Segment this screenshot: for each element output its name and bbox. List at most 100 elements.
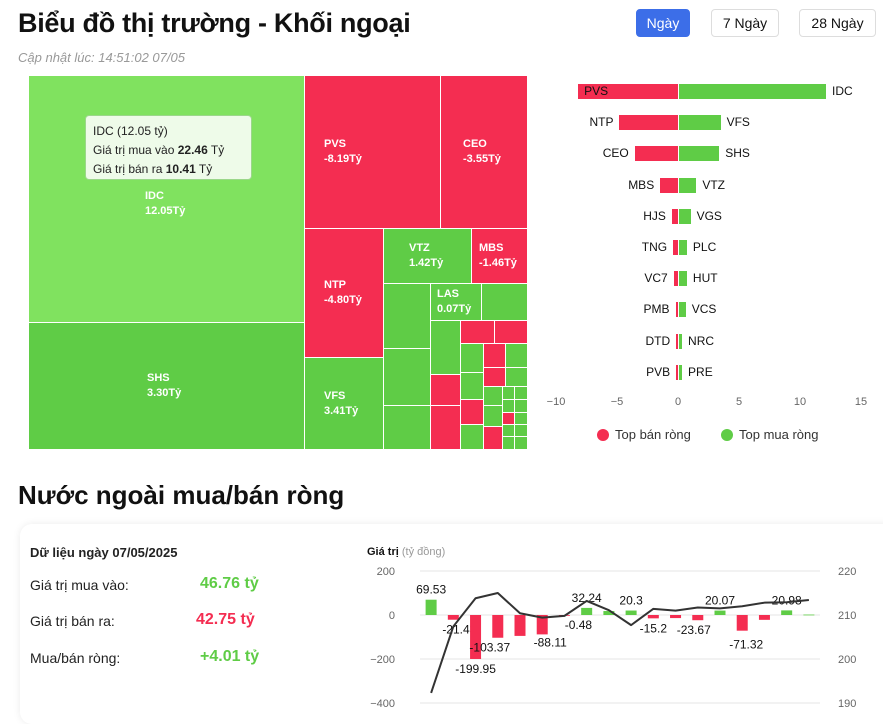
net-bar[interactable] xyxy=(758,615,770,620)
bar-sell-CEO[interactable] xyxy=(634,146,678,161)
buy-ticker-label: PLC xyxy=(692,240,717,254)
bar-data-label: -0.48 xyxy=(565,618,593,632)
updated-time: Cập nhật lúc: 14:51:02 07/05 xyxy=(18,50,185,65)
net-bar[interactable] xyxy=(492,615,504,638)
net-bar[interactable] xyxy=(447,615,459,620)
tile-mbs[interactable]: MBS -1.46Tỷ xyxy=(471,228,528,284)
treemap-tile[interactable] xyxy=(430,374,461,406)
net-bar[interactable] xyxy=(625,610,637,615)
treemap-tile[interactable] xyxy=(514,386,528,400)
treemap-tile[interactable] xyxy=(460,343,484,373)
net-bar[interactable] xyxy=(581,607,593,615)
net-bar[interactable] xyxy=(692,615,704,621)
treemap-tile[interactable] xyxy=(514,436,528,450)
buy-ticker-label: NRC xyxy=(688,334,715,348)
bar-buy-PRE[interactable] xyxy=(679,365,683,380)
bar-sell-VC7[interactable] xyxy=(673,271,678,286)
treemap-tile[interactable] xyxy=(483,343,506,368)
tab-7-days[interactable]: 7 Ngày xyxy=(711,9,779,37)
tile-ceo[interactable]: CEO -3.55Tỷ xyxy=(440,75,528,229)
bar-sell-MBS[interactable] xyxy=(660,178,678,193)
page-title: Biểu đồ thị trường - Khối ngoại xyxy=(18,8,411,38)
tile-vtz[interactable]: VTZ 1.42Tỷ xyxy=(383,228,472,284)
buy-value: 46.76 tỷ xyxy=(200,575,259,592)
bar-buy-VCS[interactable] xyxy=(679,302,686,317)
net-bar[interactable] xyxy=(514,615,526,636)
bar-buy-VTZ[interactable] xyxy=(679,178,697,193)
net-bar[interactable] xyxy=(470,615,482,659)
tile-idc[interactable]: IDC 12.05Tỷ xyxy=(28,75,305,323)
tile-ticker: LAS xyxy=(437,288,459,300)
tab-28-days[interactable]: 28 Ngày xyxy=(799,9,876,37)
bar-buy-VFS[interactable] xyxy=(679,115,721,130)
x-tick-label: 10 xyxy=(793,396,807,408)
treemap-tile[interactable] xyxy=(505,367,528,387)
treemap-tile[interactable] xyxy=(483,386,503,406)
tab-day[interactable]: Ngày xyxy=(636,9,690,37)
net-bar[interactable] xyxy=(714,610,726,615)
net-bar[interactable] xyxy=(781,610,793,615)
treemap-tile[interactable] xyxy=(483,426,503,450)
net-bar[interactable] xyxy=(603,611,615,615)
sell-ticker-label: PMB xyxy=(643,302,670,316)
bar-sell-DTD[interactable] xyxy=(676,334,678,349)
treemap-tile[interactable] xyxy=(483,405,503,427)
treemap-tile[interactable] xyxy=(460,424,484,450)
tile-las[interactable]: LAS 0.07Tỷ xyxy=(430,283,482,321)
legend-sell[interactable]: Top bán ròng xyxy=(597,427,691,442)
buy-ticker-label: VFS xyxy=(726,115,750,129)
treemap-tile[interactable] xyxy=(383,348,431,406)
tile-ticker: PVS xyxy=(324,138,347,150)
net-bar[interactable] xyxy=(803,614,815,616)
buy-ticker-label: PRE xyxy=(688,365,713,379)
legend-buy[interactable]: Top mua ròng xyxy=(721,427,819,442)
net-bar[interactable] xyxy=(536,615,548,635)
treemap-tile[interactable] xyxy=(481,283,528,321)
bar-sell-HJS[interactable] xyxy=(671,209,678,224)
tile-value: -3.55Tỷ xyxy=(463,153,501,165)
tile-shs[interactable]: SHS 3.30Tỷ xyxy=(28,322,305,450)
bar-buy-SHS[interactable] xyxy=(679,146,720,161)
bar-buy-NRC[interactable] xyxy=(679,334,683,349)
bar-sell-PMB[interactable] xyxy=(675,302,678,317)
bar-sell-TNG[interactable] xyxy=(673,240,678,255)
tile-vfs[interactable]: VFS 3.41Tỷ xyxy=(304,357,384,450)
treemap-tile[interactable] xyxy=(430,320,461,375)
y-tick-label: 0 xyxy=(389,610,395,622)
net-bar[interactable] xyxy=(647,615,659,619)
buy-ticker-label: SHS xyxy=(725,146,750,160)
tile-ticker: IDC xyxy=(145,190,164,202)
tile-value: -1.46Tỷ xyxy=(479,257,517,269)
treemap-tile[interactable] xyxy=(383,405,431,450)
bar-buy-IDC[interactable] xyxy=(679,84,826,99)
tile-ntp[interactable]: NTP -4.80Tỷ xyxy=(304,228,384,358)
net-bar[interactable] xyxy=(425,599,437,615)
treemap-tile[interactable] xyxy=(505,343,528,368)
sell-ticker-label: HJS xyxy=(643,209,666,223)
bar-buy-HUT[interactable] xyxy=(679,271,687,286)
bar-sell-NTP[interactable] xyxy=(619,115,678,130)
y2-tick-label: 190 xyxy=(838,698,856,710)
bar-buy-VGS[interactable] xyxy=(679,209,691,224)
net-bar[interactable] xyxy=(670,615,682,619)
sell-ticker-label: NTP xyxy=(589,115,614,129)
treemap-tile[interactable] xyxy=(460,320,495,344)
sell-ticker-label: PVS xyxy=(584,84,609,98)
index-line xyxy=(430,592,809,694)
treemap-tile[interactable] xyxy=(483,367,506,387)
treemap-tile[interactable] xyxy=(383,283,431,349)
tile-pvs[interactable]: PVS -8.19Tỷ xyxy=(304,75,441,229)
bar-sell-PVB[interactable] xyxy=(676,365,678,380)
y2-tick-label: 220 xyxy=(838,566,856,578)
treemap-tile[interactable] xyxy=(460,399,484,425)
buy-ticker-label: VTZ xyxy=(702,178,725,192)
treemap-tile[interactable] xyxy=(514,399,528,413)
bar-buy-PLC[interactable] xyxy=(679,240,687,255)
treemap-tile[interactable] xyxy=(494,320,528,344)
net-bar[interactable] xyxy=(736,615,748,631)
treemap-tile[interactable] xyxy=(430,405,461,450)
treemap-tile[interactable] xyxy=(460,372,484,400)
bar-sell-PVS[interactable] xyxy=(578,84,678,99)
tile-value: 1.42Tỷ xyxy=(409,257,444,269)
